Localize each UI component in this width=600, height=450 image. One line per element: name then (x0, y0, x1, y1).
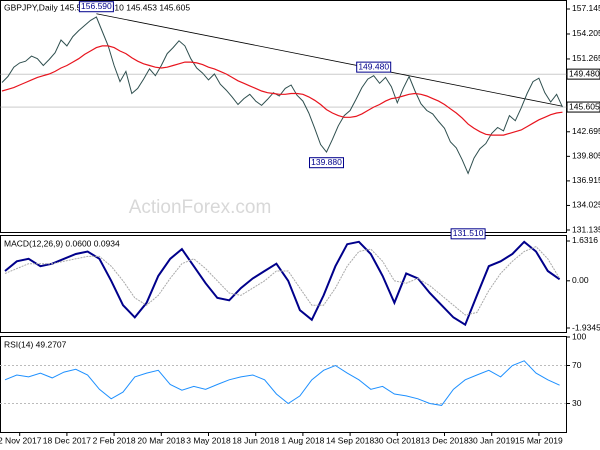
annotation: 156.590 (81, 1, 112, 11)
x-tick-label: 3 May 2018 (186, 435, 231, 445)
macd-panel (0, 235, 567, 333)
panel-title: RSI(14) 49.2707 (4, 339, 67, 349)
y-tick-label: 151.265 (572, 53, 600, 63)
y-tick-label: 70 (572, 360, 582, 370)
y-tick-label: 142.695 (572, 126, 600, 136)
x-tick-label: 18 Jun 2018 (232, 435, 279, 445)
x-tick-label: 30 Jan 2019 (468, 435, 515, 445)
x-tick-label: 20 Mar 2018 (137, 435, 185, 445)
panel-title: MACD(12,26,9) 0.0600 0.0934 (4, 238, 120, 248)
price-line (1, 16, 563, 175)
annotation-box (450, 228, 486, 240)
x-tick-label: 30 Oct 2018 (374, 435, 421, 445)
y-tick-label: 30 (572, 398, 582, 408)
x-tick-label: 2 Nov 2017 (0, 435, 42, 445)
x-tick-label: 14 Sep 2018 (326, 435, 374, 445)
y-tick-label: 139.805 (572, 151, 600, 161)
x-tick-label: 1 Aug 2018 (281, 435, 324, 445)
price-label-box (566, 101, 600, 113)
price-label: 149.480 (569, 68, 600, 78)
y-tick-label: 136.915 (572, 175, 600, 185)
y-tick-label: 0.00 (572, 275, 589, 285)
y-tick-label: 154.205 (572, 28, 600, 38)
annotation: 131.510 (453, 228, 484, 238)
annotation-box (78, 1, 114, 13)
price-label-box (566, 68, 600, 80)
trendline (96, 13, 563, 107)
y-tick-label: 131.135 (572, 224, 600, 234)
y-tick-label: 157.145 (572, 3, 600, 13)
annotation-box (356, 61, 392, 73)
annotation-box (309, 157, 344, 169)
y-tick-label: 134.025 (572, 200, 600, 210)
macd-line (4, 240, 561, 327)
price-label: 145.605 (569, 101, 600, 111)
x-tick-label: 18 Dec 2017 (43, 435, 91, 445)
x-tick-label: 2 Feb 2018 (93, 435, 136, 445)
x-tick-label: 15 Mar 2019 (515, 435, 563, 445)
annotation: 149.480 (358, 61, 389, 71)
watermark: ActionForex.com (129, 197, 272, 218)
signal-line (4, 246, 561, 316)
rsi-panel (0, 336, 567, 433)
annotation: 139.880 (311, 157, 342, 167)
price-panel (0, 0, 567, 233)
y-tick-label: 1.6316 (572, 235, 598, 245)
rsi-line (4, 360, 560, 406)
x-tick-label: 13 Dec 2018 (420, 435, 468, 445)
moving-average (1, 45, 563, 136)
y-tick-label: -1.9345 (572, 322, 600, 332)
y-tick-label: 100 (572, 331, 586, 341)
